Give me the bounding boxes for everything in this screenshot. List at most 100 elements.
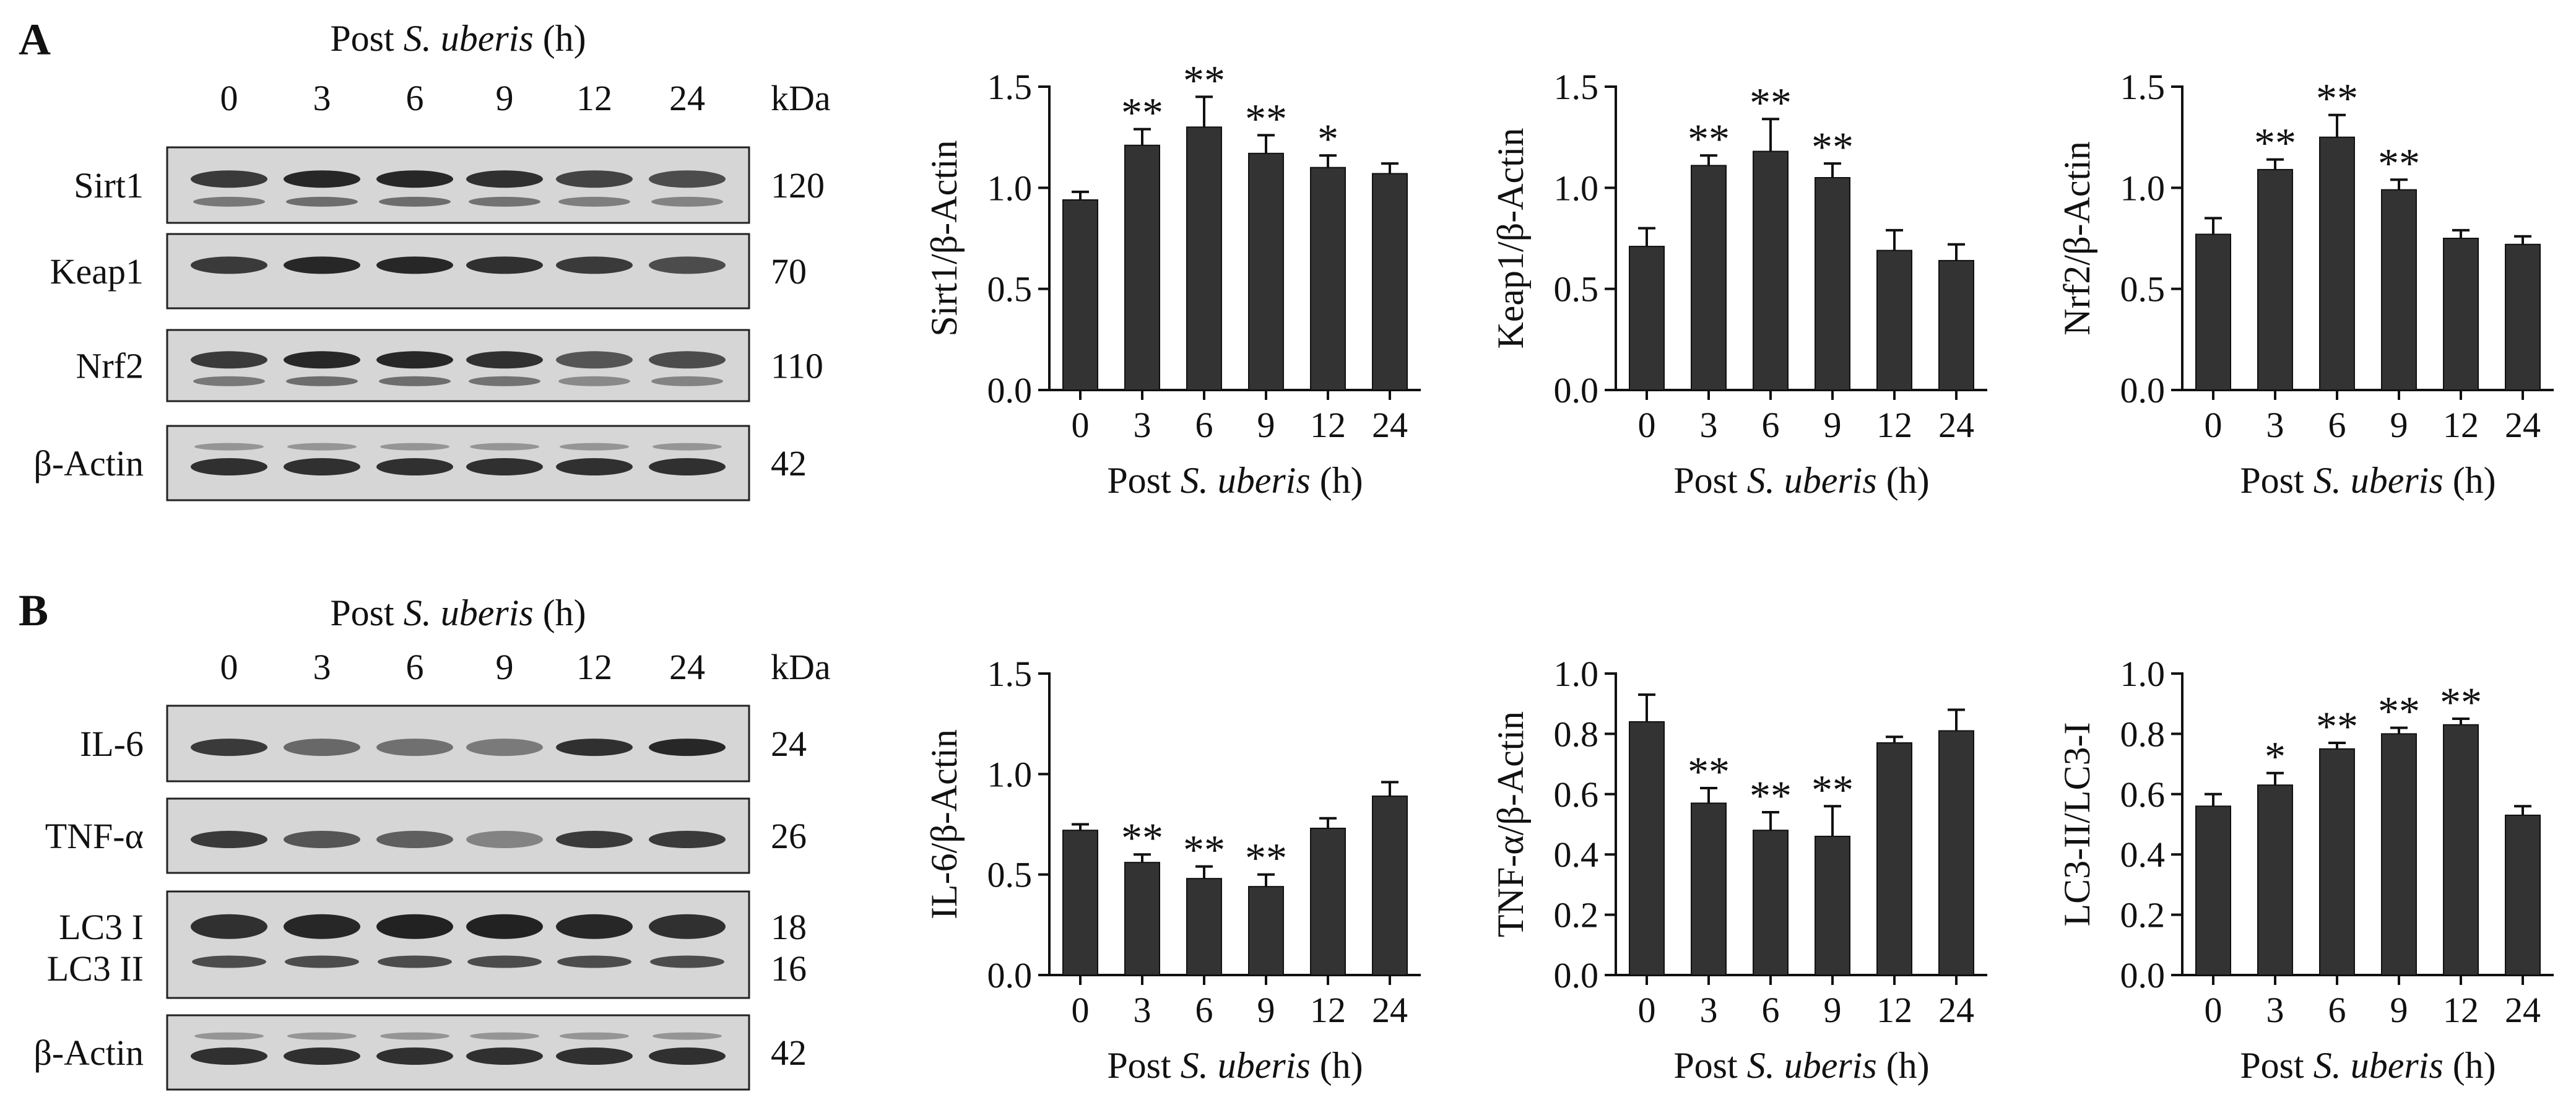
blot-box bbox=[166, 146, 750, 224]
bar bbox=[2443, 238, 2479, 391]
band bbox=[191, 170, 267, 188]
band bbox=[191, 739, 267, 757]
kda-value: 26 bbox=[771, 816, 807, 856]
x-tick-label: 9 bbox=[2390, 990, 2408, 1030]
y-tick-label: 1.0 bbox=[2120, 168, 2166, 208]
x-tick-label: 0 bbox=[2205, 405, 2223, 445]
significance-label: ** bbox=[1183, 826, 1225, 874]
bar bbox=[1248, 886, 1284, 976]
band bbox=[556, 458, 633, 475]
blot-box bbox=[166, 233, 750, 310]
x-tick-label: 3 bbox=[1700, 990, 1718, 1030]
y-tick-label: 0.8 bbox=[1554, 714, 1599, 754]
band bbox=[466, 458, 543, 475]
bar-chart-6: 0.0 0.2 0.4 0.6 0.8 1.0 LC3-II/LC3-I 0 3 * 6 ** 9 ** 1… bbox=[2057, 654, 2554, 1086]
band bbox=[287, 1032, 357, 1040]
blot-label: TNF-α bbox=[45, 816, 144, 856]
bar bbox=[1938, 730, 1974, 976]
bar bbox=[1629, 721, 1665, 976]
lane-label: 6 bbox=[406, 78, 424, 118]
y-tick-label: 1.0 bbox=[1554, 654, 1599, 694]
band bbox=[556, 1047, 633, 1065]
band bbox=[286, 376, 358, 386]
band bbox=[467, 955, 542, 968]
y-axis-label: LC3-II/LC3-I bbox=[2057, 722, 2097, 927]
bar bbox=[1691, 802, 1727, 976]
band bbox=[284, 831, 360, 848]
band bbox=[194, 1032, 264, 1040]
bar-chart-4: 0.0 0.5 1.0 1.5 IL-6/β-Actin 0 3 ** 6 ** 9 ** 12 24Po… bbox=[924, 654, 1421, 1086]
y-axis-label: Sirt1/β-Actin bbox=[924, 140, 965, 336]
panel-letter: B bbox=[19, 586, 48, 635]
bar bbox=[1310, 167, 1346, 391]
bar bbox=[1186, 878, 1222, 976]
band bbox=[376, 739, 453, 757]
bar bbox=[1753, 150, 1789, 391]
band bbox=[556, 351, 633, 369]
blot-panel-A: A Post S. uberis (h) 0 3 6 9 12 24 kDa Sirt1 120 Ke… bbox=[19, 15, 831, 501]
x-tick-label: 0 bbox=[1072, 405, 1090, 445]
significance-label: * bbox=[1317, 115, 1338, 162]
bar bbox=[1248, 152, 1284, 391]
band bbox=[379, 376, 451, 386]
band bbox=[192, 955, 266, 968]
bar bbox=[1815, 177, 1850, 391]
band bbox=[378, 955, 452, 968]
significance-label: ** bbox=[1245, 835, 1287, 882]
bar-chart-3: 0.0 0.5 1.0 1.5 Nrf2/β-Actin 0 3 ** 6 ** 9 ** 12 24Po… bbox=[2057, 67, 2554, 501]
kda-value: 42 bbox=[771, 443, 807, 483]
y-tick-label: 0.5 bbox=[1554, 269, 1599, 310]
bar bbox=[2257, 168, 2293, 391]
bar bbox=[1876, 742, 1912, 976]
x-tick-label: 12 bbox=[1876, 990, 1912, 1030]
bar bbox=[1372, 173, 1408, 391]
bar bbox=[1124, 862, 1160, 976]
x-tick-label: 24 bbox=[1938, 990, 1974, 1030]
band bbox=[376, 914, 453, 939]
blot-label: β-Actin bbox=[33, 443, 144, 483]
band bbox=[649, 170, 726, 188]
bar-chart-2: 0.0 0.5 1.0 1.5 Keap1/β-Actin 0 3 ** 6 ** 9 ** 12 24P… bbox=[1490, 67, 1987, 501]
blot-label: Sirt1 bbox=[74, 165, 144, 206]
band bbox=[376, 1047, 453, 1065]
y-tick-label: 0.5 bbox=[987, 269, 1033, 310]
x-tick-label: 12 bbox=[1310, 405, 1346, 445]
significance-label: ** bbox=[1688, 748, 1730, 795]
x-tick-label: 0 bbox=[1072, 990, 1090, 1030]
lane-label: 3 bbox=[313, 647, 331, 687]
y-tick-label: 1.5 bbox=[2120, 67, 2166, 107]
band bbox=[191, 1047, 267, 1065]
x-tick-label: 9 bbox=[1257, 405, 1275, 445]
bar bbox=[1372, 796, 1408, 976]
band bbox=[286, 196, 358, 207]
band bbox=[470, 1032, 539, 1040]
band bbox=[284, 1047, 360, 1065]
lane-label: 24 bbox=[669, 647, 705, 687]
y-tick-label: 0.8 bbox=[2120, 714, 2166, 754]
significance-label: ** bbox=[1245, 95, 1287, 142]
band bbox=[649, 739, 726, 757]
bar bbox=[2381, 189, 2417, 391]
band bbox=[466, 351, 543, 369]
band bbox=[650, 955, 724, 968]
bar bbox=[2381, 733, 2417, 976]
bar bbox=[2505, 243, 2541, 391]
y-axis-label: IL-6/β-Actin bbox=[924, 729, 965, 919]
blot-box bbox=[166, 329, 750, 402]
x-tick-label: 24 bbox=[1372, 405, 1408, 445]
kda-label: kDa bbox=[771, 647, 831, 687]
bar bbox=[2195, 805, 2231, 976]
y-tick-label: 0.6 bbox=[1554, 774, 1599, 815]
band bbox=[284, 256, 360, 274]
x-tick-label: 24 bbox=[2505, 405, 2541, 445]
significance-label: ** bbox=[1750, 772, 1792, 819]
y-tick-label: 1.0 bbox=[1554, 168, 1599, 208]
band bbox=[194, 443, 264, 451]
lane-label: 12 bbox=[576, 78, 612, 118]
bar bbox=[2443, 724, 2479, 976]
band bbox=[376, 831, 453, 848]
blot-label: Keap1 bbox=[50, 251, 144, 292]
band bbox=[284, 739, 360, 757]
kda-label: kDa bbox=[771, 78, 831, 118]
band bbox=[557, 955, 631, 968]
